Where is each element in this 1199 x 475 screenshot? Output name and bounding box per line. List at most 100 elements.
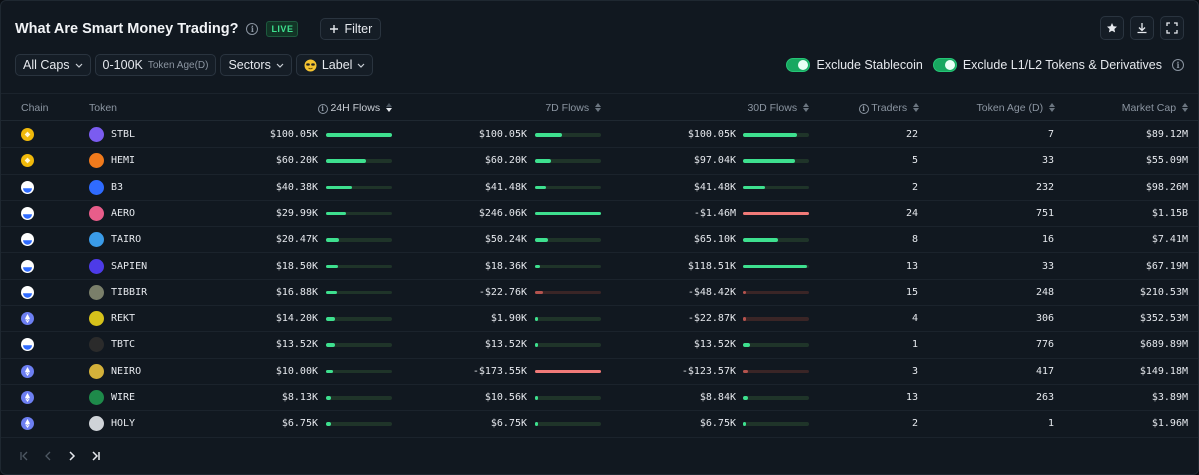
flow-7d-value: $60.20K <box>484 155 527 167</box>
table-row[interactable]: WIRE $8.13K $10.56K $8.84K 13 263 $3.89M <box>1 385 1198 412</box>
flow-7d-value: $13.52K <box>484 339 527 351</box>
live-badge: LIVE <box>266 21 299 37</box>
table-row[interactable]: AERO $29.99K $246.06K -$1.46M 24 751 $1.15B <box>1 201 1198 228</box>
flow-bar <box>743 317 809 321</box>
flow-bar <box>326 317 392 321</box>
table-row[interactable]: STBL $100.05K $100.05K $100.05K 22 7 $89.12M <box>1 122 1198 149</box>
flow-24h-value: $60.20K <box>275 155 318 167</box>
flow-30d-value: $97.04K <box>693 155 736 167</box>
column-traders[interactable]: i Traders <box>858 94 919 122</box>
base-chain-icon <box>21 338 34 352</box>
flow-30d-value: $13.52K <box>693 339 736 351</box>
column-30d-flows[interactable]: 30D Flows <box>747 94 809 122</box>
column-token-age[interactable]: Token Age (D) <box>977 94 1055 122</box>
exclude-l1l2-toggle[interactable] <box>932 58 957 72</box>
sort-icon <box>1049 103 1055 112</box>
sort-desc-icon <box>386 103 392 112</box>
traders-count: 22 <box>905 129 918 140</box>
star-icon <box>1107 23 1117 33</box>
flow-bar <box>326 159 392 163</box>
flow-bar-fill-positive <box>326 317 336 321</box>
flow-30d-value: $6.75K <box>699 418 736 430</box>
flow-bar <box>326 185 392 190</box>
ethereum-chain-icon <box>21 312 34 326</box>
token-logo-icon <box>89 127 104 142</box>
fullscreen-icon <box>1166 22 1178 34</box>
header-actions <box>1100 16 1184 40</box>
traders-count: 24 <box>905 207 918 219</box>
sort-icon <box>913 103 919 112</box>
exclude-stablecoin-toggle[interactable] <box>786 58 811 72</box>
table-row[interactable]: TAIRO $20.47K $50.24K $65.10K 8 16 $7.41M <box>1 227 1198 254</box>
flow-bar <box>535 396 601 400</box>
flow-30d-value: -$123.57K <box>681 365 736 377</box>
market-cap: $1.96M <box>1151 418 1188 430</box>
first-page-icon <box>20 451 28 461</box>
favorite-button[interactable] <box>1100 16 1124 40</box>
flow-bar <box>743 264 809 268</box>
filter-button[interactable]: Filter <box>320 18 382 40</box>
token-logo-icon <box>89 153 104 169</box>
token-age: 33 <box>1041 155 1054 167</box>
flow-bar-fill-negative <box>743 290 747 295</box>
token-age: 417 <box>1035 365 1054 377</box>
fullscreen-button[interactable] <box>1160 16 1184 40</box>
flow-bar-fill-negative <box>535 290 543 295</box>
chevron-right-icon <box>69 451 76 461</box>
flow-24h-value: $14.20K <box>275 313 318 325</box>
caps-dropdown[interactable]: All Caps <box>15 54 91 76</box>
age-range-label: Token Age(D) <box>147 59 209 71</box>
table-row[interactable]: TIBBIR $16.88K -$22.76K -$48.42K 15 248 $210.5… <box>1 280 1198 307</box>
column-24h-flows[interactable]: i 24H Flows <box>317 94 392 122</box>
flow-30d-value: $8.84K <box>699 392 736 403</box>
info-icon[interactable]: i <box>246 23 259 35</box>
download-button[interactable] <box>1130 16 1154 40</box>
sectors-dropdown[interactable]: Sectors <box>220 54 292 76</box>
flow-bar-fill-positive <box>535 396 539 400</box>
flow-bar <box>326 343 392 347</box>
column-7d-flows[interactable]: 7D Flows <box>545 94 601 122</box>
flow-7d-value: -$22.76K <box>478 286 527 298</box>
flow-bar-fill-positive <box>326 159 366 163</box>
table-row[interactable]: SAPIEN $18.50K $18.36K $118.51K 13 33 $67.19M <box>1 254 1198 280</box>
flow-bar-fill-positive <box>326 211 346 216</box>
flow-bar-fill-positive <box>326 396 332 400</box>
next-page-button[interactable] <box>67 450 77 462</box>
table-row[interactable]: TBTC $13.52K $13.52K $13.52K 1 776 $689.89M <box>1 332 1198 359</box>
traders-count: 1 <box>911 339 918 351</box>
token-symbol: HEMI <box>111 155 136 167</box>
table-row[interactable]: B3 $40.38K $41.48K $41.48K 2 232 $98.26M <box>1 175 1198 201</box>
first-page-button[interactable] <box>19 450 29 462</box>
traders-count: 15 <box>905 286 918 298</box>
token-symbol: TAIRO <box>111 234 142 246</box>
table-row[interactable]: REKT $14.20K $1.90K -$22.87K 4 306 $352.53M <box>1 306 1198 333</box>
flow-bar <box>535 317 601 321</box>
last-page-button[interactable] <box>91 450 101 462</box>
flow-30d-value: $41.48K <box>693 181 736 193</box>
market-cap: $98.26M <box>1145 181 1188 193</box>
plus-icon <box>330 25 339 33</box>
base-chain-icon <box>21 206 34 220</box>
column-market-cap[interactable]: Market Cap <box>1122 94 1188 122</box>
table-row[interactable]: HEMI $60.20K $60.20K $97.04K 5 33 $55.09M <box>1 148 1198 175</box>
table-row[interactable]: HOLY $6.75K $6.75K $6.75K 2 1 $1.96M <box>1 411 1198 438</box>
label-dropdown[interactable]: Label <box>295 54 374 76</box>
token-age: 1 <box>1047 418 1054 430</box>
traders-count: 2 <box>911 418 918 430</box>
flow-bar <box>326 422 392 426</box>
token-symbol: REKT <box>111 313 136 325</box>
base-chain-icon <box>21 233 34 247</box>
flow-bar <box>535 264 601 268</box>
info-icon[interactable]: i <box>1172 59 1184 71</box>
prev-page-button[interactable] <box>43 450 53 462</box>
token-age-filter[interactable]: 0-100K Token Age(D) <box>94 54 217 76</box>
filter-label: Filter <box>344 22 373 36</box>
flow-bar-fill-negative <box>743 211 809 216</box>
column-24h-flows-label: 24H Flows <box>330 102 381 114</box>
chevron-down-icon <box>75 63 82 68</box>
flow-7d-value: $100.05K <box>478 129 527 140</box>
chevron-down-icon <box>276 63 284 68</box>
flow-bar <box>326 211 392 216</box>
flow-bar <box>743 133 809 137</box>
table-row[interactable]: NEIRO $10.00K -$173.55K -$123.57K 3 417 $149.1… <box>1 359 1198 385</box>
